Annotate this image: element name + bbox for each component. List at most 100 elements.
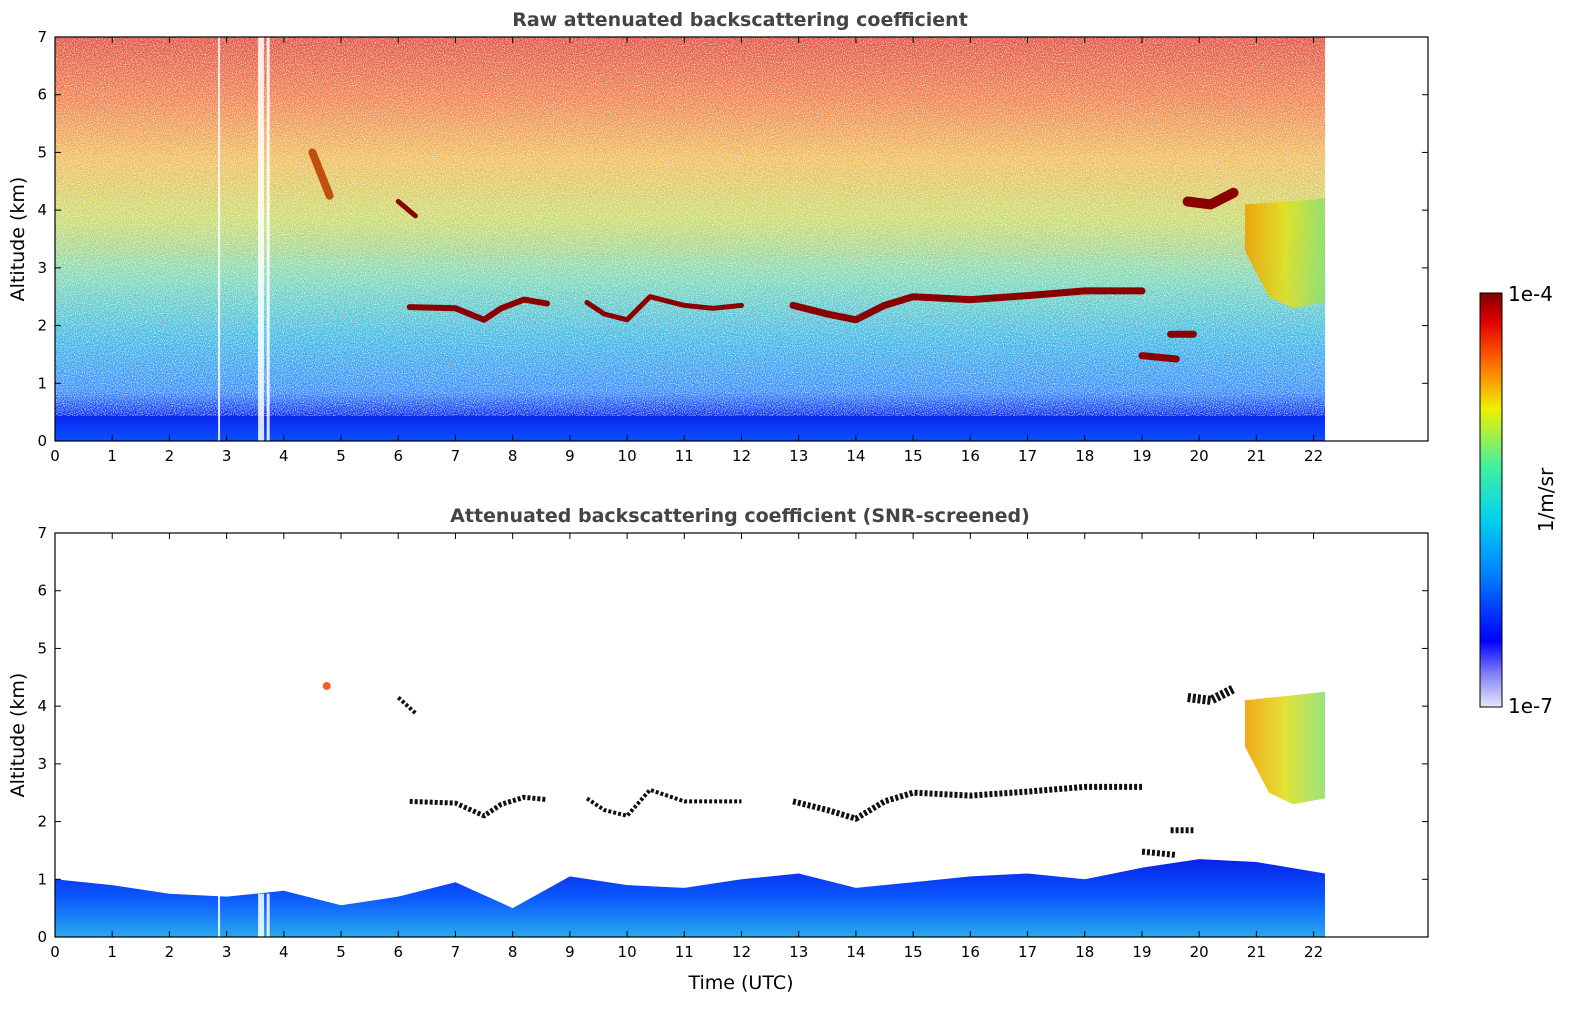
x-tick-label: 3 — [222, 447, 232, 465]
y-tick-label: 5 — [37, 639, 47, 657]
colorbar: 1e-4 1e-7 1/m/sr — [1479, 282, 1558, 718]
x-tick-label: 22 — [1304, 943, 1323, 961]
panel1-title: Raw attenuated backscattering coefficien… — [512, 9, 968, 31]
x-tick-label: 7 — [451, 943, 461, 961]
x-tick-label: 0 — [50, 447, 60, 465]
x-tick-label: 19 — [1132, 943, 1151, 961]
aerosol-speck — [322, 681, 331, 690]
x-tick-label: 8 — [508, 447, 518, 465]
y-tick-label: 4 — [37, 697, 47, 715]
x-tick-label: 4 — [279, 447, 289, 465]
x-tick-label: 19 — [1132, 447, 1151, 465]
x-tick-label: 13 — [789, 447, 808, 465]
x-tick-label: 14 — [846, 447, 865, 465]
colorbar-min-label: 1e-7 — [1508, 694, 1553, 718]
x-tick-label: 5 — [336, 447, 346, 465]
panel2-x-ticks: 0 1 2 3 4 5 6 7 8 9 10 11 12 13 14 15 16 17 18 19 20 21 22 — [50, 533, 1323, 961]
y-tick-label: 7 — [37, 524, 47, 542]
data-gap-stripe — [258, 893, 265, 937]
x-tick-label: 12 — [732, 943, 751, 961]
y-tick-label: 0 — [37, 928, 47, 946]
boundary-layer-signal — [55, 859, 1326, 937]
x-tick-label: 6 — [393, 447, 403, 465]
x-tick-label: 17 — [1018, 943, 1037, 961]
cloud-layer — [1138, 352, 1180, 363]
x-tick-label: 20 — [1190, 447, 1209, 465]
screened-backscatter-heatmap — [55, 681, 1326, 937]
cloud-layer — [792, 783, 1142, 822]
cloud-layer — [789, 287, 1146, 324]
cloud-layer — [396, 696, 417, 715]
screened-backscatter-panel: Attenuated backscattering coefficient (S… — [7, 505, 1429, 994]
x-tick-label: 9 — [565, 447, 575, 465]
x-tick-label: 4 — [279, 943, 289, 961]
cloud-layer — [308, 148, 334, 200]
aerosol-plume — [1244, 691, 1326, 805]
y-tick-label: 3 — [37, 755, 47, 773]
cloud-layer — [1141, 848, 1177, 858]
x-tick-label: 10 — [618, 943, 637, 961]
x-tick-label: 7 — [451, 447, 461, 465]
y-tick-label: 3 — [37, 259, 47, 277]
x-tick-label: 5 — [336, 943, 346, 961]
panel2-y-ticks: 0 1 2 3 4 5 6 7 — [37, 524, 1428, 946]
y-tick-label: 0 — [37, 432, 47, 450]
data-gap-stripe — [266, 893, 270, 937]
x-tick-label: 11 — [675, 447, 694, 465]
x-tick-label: 21 — [1247, 447, 1266, 465]
y-tick-label: 5 — [37, 143, 47, 161]
y-tick-label: 4 — [37, 201, 47, 219]
panel1-x-ticks: 0 1 2 3 4 5 6 7 8 9 10 11 12 13 14 15 16 17 18 19 20 21 22 — [50, 37, 1323, 465]
x-tick-label: 18 — [1075, 447, 1094, 465]
y-tick-label: 1 — [37, 374, 47, 392]
cloud-layer — [1182, 187, 1239, 210]
data-gap-stripe — [258, 37, 265, 441]
x-tick-label: 2 — [165, 447, 175, 465]
x-tick-label: 15 — [904, 943, 923, 961]
y-tick-label: 7 — [37, 28, 47, 46]
x-tick-label: 16 — [961, 943, 980, 961]
raw-backscatter-panel: Raw attenuated backscattering coefficien… — [7, 9, 1429, 465]
x-tick-label: 12 — [732, 447, 751, 465]
x-tick-label: 3 — [222, 943, 232, 961]
data-gap-stripe — [266, 37, 270, 441]
x-tick-label: 10 — [618, 447, 637, 465]
aerosol-plume — [1244, 198, 1326, 309]
y-tick-label: 2 — [37, 813, 47, 831]
x-tick-label: 2 — [165, 943, 175, 961]
x-tick-label: 21 — [1247, 943, 1266, 961]
panel1-ylabel: Altitude (km) — [7, 177, 29, 302]
cloud-layer — [584, 294, 744, 323]
x-tick-label: 22 — [1304, 447, 1323, 465]
x-tick-label: 14 — [846, 943, 865, 961]
cloud-layer — [406, 296, 550, 323]
x-tick-label: 8 — [508, 943, 518, 961]
panel2-xlabel: Time (UTC) — [687, 972, 793, 994]
panel1-y-ticks: 0 1 2 3 4 5 6 7 — [37, 28, 1428, 450]
cloud-layer — [409, 794, 548, 819]
y-tick-label: 1 — [37, 870, 47, 888]
y-tick-label: 6 — [37, 582, 47, 600]
panel2-title: Attenuated backscattering coefficient (S… — [450, 505, 1030, 527]
x-tick-label: 1 — [107, 447, 117, 465]
noise-speckle — [55, 37, 1326, 416]
raw-backscatter-heatmap — [55, 37, 1326, 441]
x-tick-label: 1 — [107, 943, 117, 961]
cloud-layer — [1187, 684, 1236, 705]
panel2-ylabel: Altitude (km) — [7, 673, 29, 798]
x-tick-label: 9 — [565, 943, 575, 961]
x-tick-label: 15 — [904, 447, 923, 465]
data-gap-stripe — [218, 37, 221, 441]
x-tick-label: 18 — [1075, 943, 1094, 961]
colorbar-gradient — [1479, 292, 1503, 708]
cloud-layer — [395, 199, 418, 219]
x-tick-label: 6 — [393, 943, 403, 961]
x-tick-label: 20 — [1190, 943, 1209, 961]
data-gap-stripe — [218, 893, 221, 937]
y-tick-label: 6 — [37, 86, 47, 104]
x-tick-label: 13 — [789, 943, 808, 961]
x-tick-label: 0 — [50, 943, 60, 961]
y-tick-label: 2 — [37, 317, 47, 335]
colorbar-max-label: 1e-4 — [1508, 282, 1553, 306]
